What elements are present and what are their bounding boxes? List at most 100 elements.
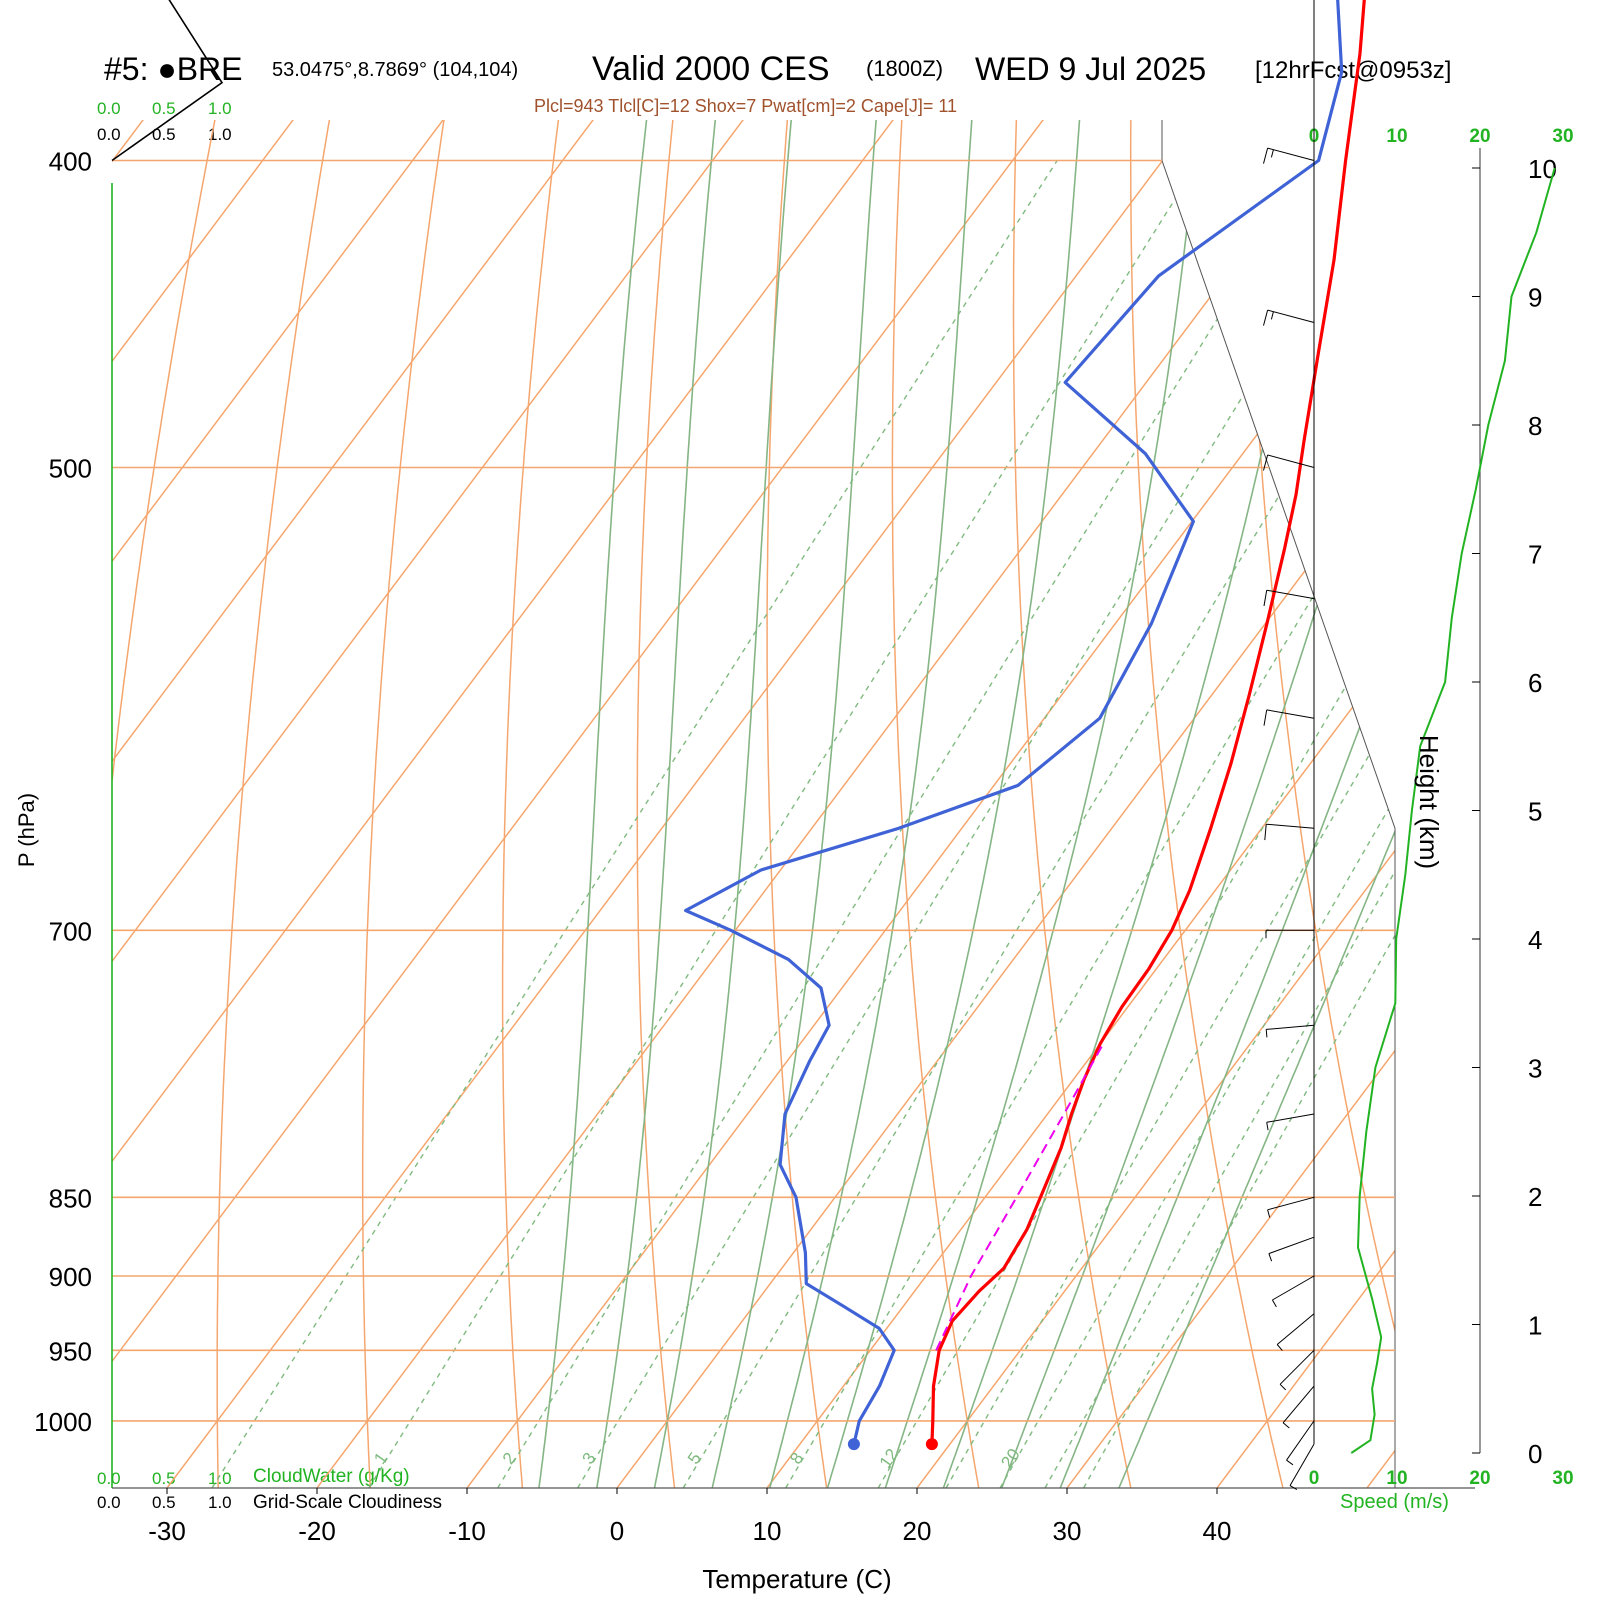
moist-adiabat-line [1059, 629, 1395, 1488]
moist-adiabat-line [538, 120, 648, 1488]
wind-barb-shaft [1276, 1313, 1315, 1345]
surface-temperature-marker [925, 1438, 938, 1451]
cloudwater-scale-05: 0.5 [152, 99, 176, 118]
temp-tick-label: 40 [1203, 1516, 1232, 1546]
moist-adiabat-line [1000, 339, 1395, 1488]
speed-line [1350, 167, 1556, 1454]
isotherm-line [1366, 1449, 1395, 1488]
pressure-tick-label: 400 [49, 147, 92, 177]
moist-adiabat-line [769, 120, 973, 1488]
dry-adiabat-line [1461, 0, 1600, 1488]
height-tick-label: 4 [1528, 925, 1542, 955]
height-tick-label: 2 [1528, 1182, 1542, 1212]
mixing-ratio-label: 8 [786, 1449, 807, 1468]
mixing-ratio-line [1044, 869, 1395, 1488]
mixing-ratio-label: 3 [578, 1449, 599, 1468]
mixing-ratio-line [785, 458, 1395, 1488]
wind-barb-shaft [1267, 1196, 1315, 1211]
temp-tick-label: 10 [753, 1516, 782, 1546]
wind-barb-half-feather [1279, 1383, 1287, 1391]
isotherm-line [316, 120, 1344, 1488]
speed-tick-label-bottom: 30 [1552, 1468, 1573, 1489]
wind-barbs [1263, 0, 1315, 1491]
mixing-ratio-label: 1 [370, 1449, 391, 1468]
pressure-tick-label: 950 [49, 1336, 92, 1366]
mixing-ratio-line [497, 160, 1317, 1488]
height-tick-label: 9 [1528, 283, 1542, 313]
mixing-ratio-line [576, 160, 1389, 1488]
isotherm-line [0, 0, 298, 1488]
cloudwater-scale-bottom-05: 0.5 [152, 1469, 176, 1488]
dry-adiabat-line [1244, 120, 1395, 1334]
wind-barb-feather [1263, 454, 1269, 471]
wind-barb-half-feather [1268, 1253, 1273, 1262]
mixing-ratio-label: 2 [499, 1449, 520, 1468]
wind-barb-half-feather [1289, 1485, 1298, 1491]
cloudiness-scale-05: 0.5 [152, 125, 176, 144]
wind-barb-half-feather [1270, 311, 1274, 320]
isotherm-line [112, 120, 1044, 1363]
speed-tick-label-top: 30 [1552, 126, 1573, 147]
mixing-ratio-label: 5 [684, 1449, 705, 1468]
height-tick-label: 8 [1528, 411, 1542, 441]
wind-barb-shaft [1267, 147, 1315, 161]
cloudiness-scale-bottom-05: 0.5 [152, 1493, 176, 1512]
dry-adiabat-line [216, 120, 331, 1488]
speed-tick-label-bottom: 20 [1469, 1468, 1490, 1489]
speed-profile [1350, 167, 1556, 1454]
cloudiness-scale-bottom-1: 1.0 [208, 1493, 232, 1512]
cloudiness-label: Grid-Scale Cloudiness [253, 1492, 442, 1513]
wind-barb-feather [1263, 590, 1268, 607]
wind-barb-shaft [1282, 1385, 1315, 1424]
surface-dewpoint-marker [847, 1438, 860, 1451]
cloudwater-scale-bottom-1: 1.0 [208, 1469, 232, 1488]
parcel-line [935, 1042, 1105, 1351]
wind-barb-feather [1263, 709, 1268, 726]
wind-barb-feather [1263, 147, 1269, 164]
height-tick-label: 5 [1528, 797, 1542, 827]
y-axis-title: P (hPa) [14, 793, 39, 867]
wind-barb-half-feather [1282, 1422, 1290, 1429]
isotherm-line [112, 120, 444, 563]
mixing-ratio-line [1082, 934, 1395, 1488]
wind-barb-half-feather [1267, 1209, 1271, 1218]
dry-adiabat-line [1129, 120, 1284, 1488]
moist-adiabat-line [884, 120, 1200, 1488]
cloudwater-scale-0: 0.0 [97, 99, 121, 118]
wind-barb-shaft [1268, 1236, 1315, 1255]
speed-tick-label-top: 10 [1386, 126, 1407, 147]
dry-adiabat-line [361, 120, 445, 1488]
pressure-tick-label: 900 [49, 1262, 92, 1292]
wind-barb-shaft [1286, 1420, 1315, 1461]
right-mask [1162, 120, 1400, 829]
isotherm-line [466, 249, 1395, 1488]
pressure-tick-label: 1000 [34, 1407, 92, 1437]
header-coords: 53.0475°,8.7869° (104,104) [272, 59, 518, 81]
cloudiness-scale-0: 0.0 [97, 125, 121, 144]
wind-barb-half-feather [1266, 1122, 1269, 1131]
temperature-line [930, 0, 1366, 1445]
mixing-ratio-label: 20 [997, 1445, 1023, 1471]
wind-barb-half-feather [1271, 1299, 1277, 1308]
temp-tick-label: -30 [148, 1516, 186, 1546]
moist-adiabat-line [596, 120, 717, 1488]
height-tick-label: 7 [1528, 540, 1542, 570]
isotherm-line [616, 449, 1395, 1488]
cloudwater-scale-bottom-0: 0.0 [97, 1469, 121, 1488]
wind-barb-shaft [1289, 1443, 1315, 1486]
header-valid: Valid 2000 CES [592, 50, 830, 88]
isotherm-line [766, 649, 1395, 1488]
header-date: WED 9 Jul 2025 [975, 51, 1206, 87]
moist-adiabat-line [826, 120, 1081, 1488]
mixing-ratio-line [368, 160, 1201, 1488]
dry-adiabat-line [636, 120, 676, 1488]
moist-adiabat-line [1118, 829, 1395, 1488]
moist-adiabat-line [711, 120, 877, 1488]
temp-tick-label: 20 [903, 1516, 932, 1546]
height-tick-label: 3 [1528, 1054, 1542, 1084]
wind-barb-half-feather [1270, 149, 1274, 158]
mixing-ratio-line [211, 160, 1058, 1488]
height-tick-label: 0 [1528, 1439, 1542, 1469]
dry-adiabat-line [112, 120, 216, 788]
